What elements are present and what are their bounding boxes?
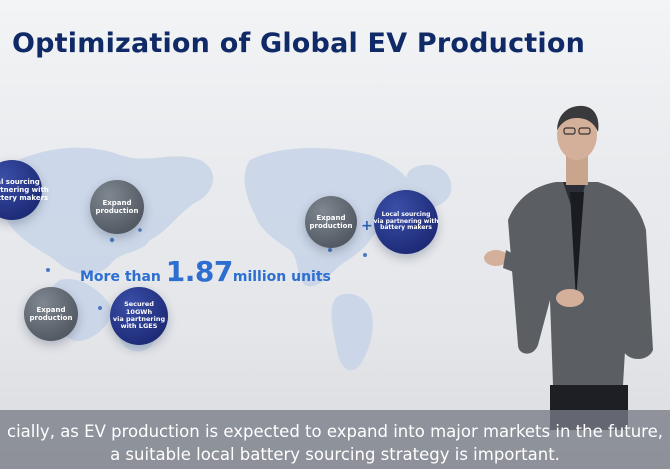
circle-secured-lges-label: Secured 10GWh via partnering with LGES (112, 300, 166, 331)
circle-secured-lges: Secured 10GWh via partnering with LGES (110, 287, 168, 345)
slide-title: Optimization of Global EV Production (12, 28, 586, 59)
plus-sign: + (361, 218, 373, 234)
circle-expand-production-sea: Expand production (24, 287, 78, 341)
production-units-callout: More than 1.87million units (80, 255, 331, 288)
units-suffix: million units (232, 269, 331, 285)
circle-expand-production-na: Expand production (305, 196, 357, 248)
circle-local-sourcing-na-label: Local sourcing via partnering with batte… (373, 210, 439, 232)
units-number: 1.87 (165, 255, 234, 288)
units-prefix: More than (80, 269, 166, 285)
circle-local-sourcing-na: Local sourcing via partnering with batte… (373, 190, 439, 254)
circle-expand-production-asia: Expand production (90, 180, 144, 234)
subtitle-line-2: a suitable local battery sourcing strate… (110, 445, 560, 464)
subtitle-bar: cially, as EV production is expected to … (0, 410, 670, 469)
subtitle-line-1: cially, as EV production is expected to … (7, 422, 663, 441)
circle-expand-production-sea-label: Expand production (29, 305, 73, 322)
circle-local-sourcing-left-label: al sourcing partnering with battery make… (0, 177, 49, 203)
circle-expand-production-asia-label: Expand production (95, 198, 139, 215)
presenter (484, 105, 653, 430)
circle-expand-production-na-label: Expand production (309, 213, 353, 230)
